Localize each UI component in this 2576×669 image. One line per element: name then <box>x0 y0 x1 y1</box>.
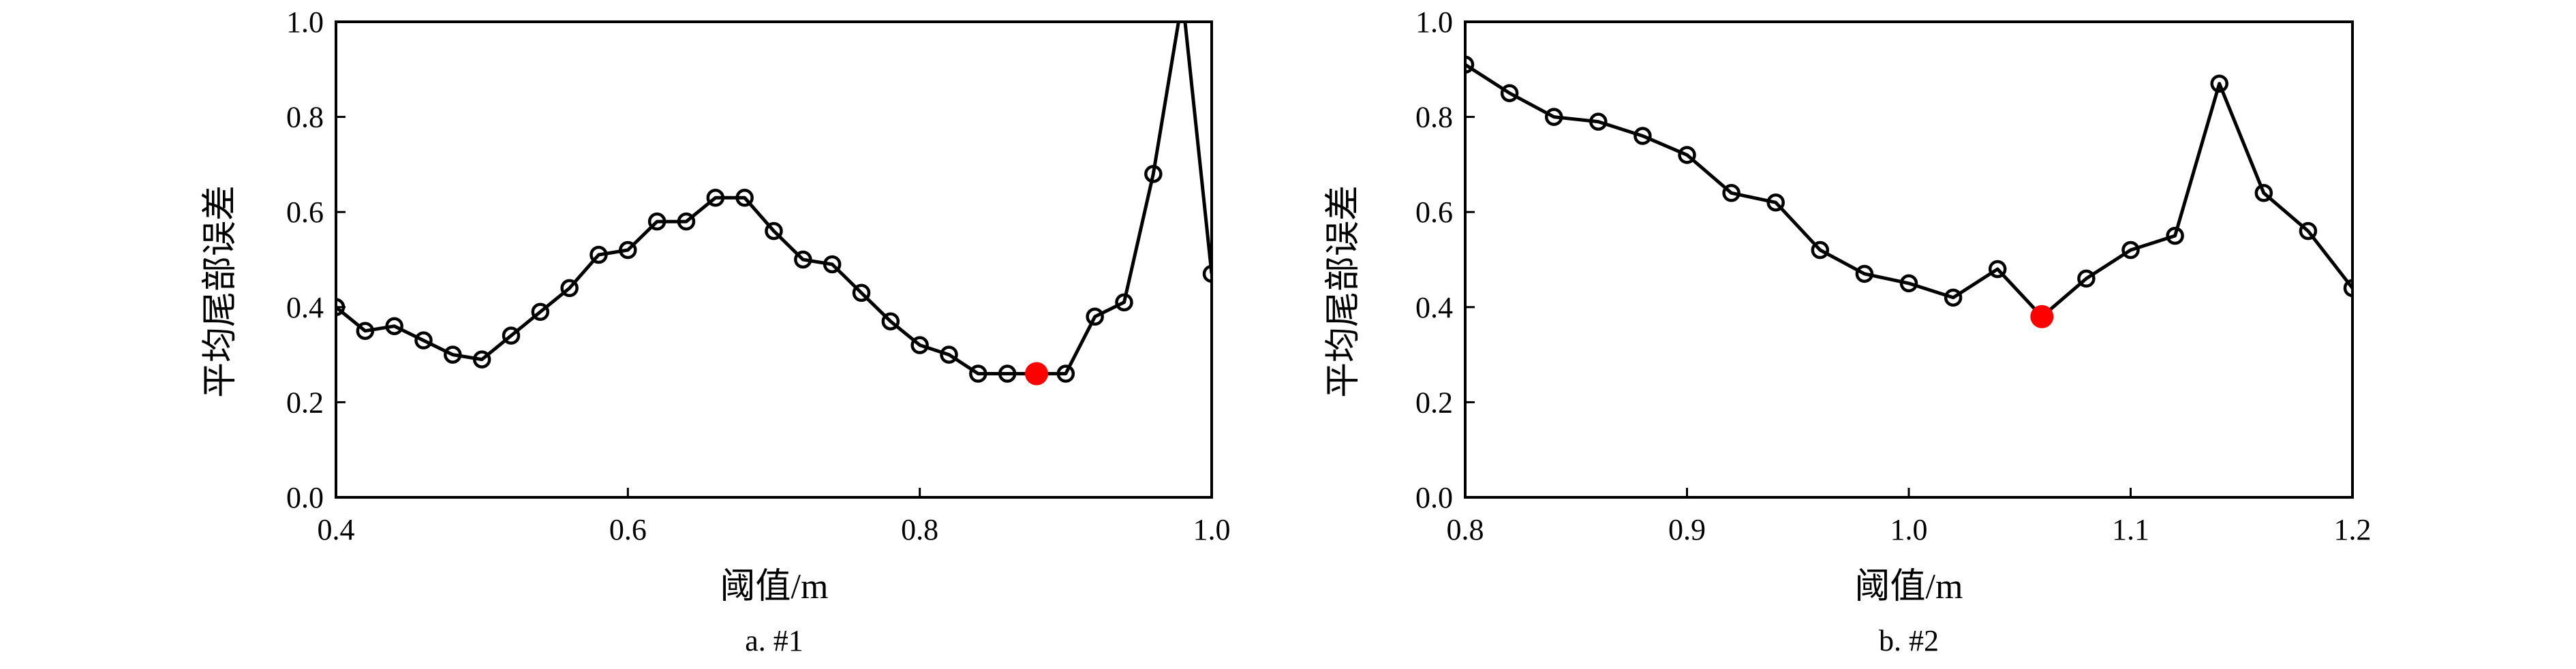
data-point <box>881 312 900 330</box>
data-point <box>1988 260 2007 279</box>
chart-panel-a: 平均尾部误差 阈值/m a. #1 0.4 0.6 0.8 1.0 0.0 0.2 0.4 0… <box>201 0 1231 657</box>
x-tick-label: 0.4 <box>318 513 355 546</box>
y-tick-label: 0.4 <box>1415 291 1453 324</box>
x-tick-label: 1.2 <box>2334 513 2372 546</box>
data-point <box>823 255 842 274</box>
x-tick-label: 0.6 <box>609 513 647 546</box>
data-point <box>1944 288 1963 307</box>
data-point <box>1766 193 1785 212</box>
data-point <box>1544 108 1563 126</box>
data-point <box>385 317 403 335</box>
data-point <box>1202 264 1212 283</box>
data-point <box>2343 279 2352 298</box>
plot-area <box>336 0 1212 383</box>
panel-caption: a. #1 <box>745 624 803 657</box>
data-point <box>1678 146 1696 164</box>
y-tick-label: 0.8 <box>1415 101 1453 134</box>
y-tick-label: 0.4 <box>286 291 324 324</box>
data-point <box>356 322 375 340</box>
data-point <box>502 326 521 345</box>
data-point <box>619 240 637 260</box>
data-point <box>706 189 725 207</box>
highlight-point <box>1025 362 1048 386</box>
data-point <box>794 250 812 269</box>
data-point <box>472 350 491 369</box>
data-point <box>2254 184 2273 202</box>
plot-frame <box>335 20 1213 499</box>
x-axis-label: 阈值/m <box>1855 567 1963 606</box>
data-point <box>1855 264 1874 283</box>
data-point <box>336 298 346 317</box>
plot-frame <box>1464 20 2354 499</box>
series-line <box>336 22 1212 375</box>
data-point <box>2210 74 2228 93</box>
data-point <box>2077 269 2096 288</box>
data-point <box>765 221 783 240</box>
x-tick-label: 0.8 <box>1447 513 1484 546</box>
chart-panel-b: 平均尾部误差 阈值/m b. #2 0.8 0.9 1.0 1.1 1.2 0.0 0.2 0… <box>1324 5 2372 657</box>
data-point <box>735 189 754 207</box>
data-point <box>1144 165 1163 183</box>
data-point <box>1634 127 1652 145</box>
highlight-point <box>2030 305 2054 328</box>
panel-caption: b. #2 <box>1879 624 1939 657</box>
data-point <box>2121 240 2140 260</box>
data-point <box>1465 55 1475 74</box>
data-point <box>414 331 433 349</box>
data-point <box>1115 293 1133 312</box>
data-point <box>1056 364 1075 383</box>
data-point <box>1722 184 1741 202</box>
y-tick-label: 0.8 <box>286 101 324 134</box>
plot-area <box>1465 55 2352 326</box>
series-line <box>1465 63 2352 319</box>
y-tick-label: 0.6 <box>286 196 324 229</box>
data-point <box>560 279 579 298</box>
x-axis-label: 阈值/m <box>720 567 829 606</box>
data-point <box>1086 307 1104 326</box>
data-point <box>1175 0 1190 5</box>
y-tick-label: 1.0 <box>1415 5 1453 39</box>
y-axis-label: 平均尾部误差 <box>1324 185 1363 398</box>
y-tick-label: 0.0 <box>1415 481 1453 514</box>
data-point <box>531 302 550 322</box>
y-axis-label: 平均尾部误差 <box>201 185 240 398</box>
y-tick-label: 1.0 <box>286 5 324 39</box>
data-point <box>940 345 958 364</box>
data-point <box>1589 112 1608 131</box>
data-point <box>910 336 929 354</box>
y-tick-label: 0.2 <box>286 386 324 419</box>
data-point <box>677 212 696 231</box>
data-point <box>998 364 1017 383</box>
y-tick-label: 0.6 <box>1415 196 1453 229</box>
x-tick-label: 1.0 <box>1193 513 1231 546</box>
data-point <box>1899 274 1918 293</box>
x-tick-label: 1.1 <box>2112 513 2149 546</box>
data-point <box>2166 226 2184 245</box>
x-tick-label: 0.8 <box>901 513 938 546</box>
y-tick-label: 0.0 <box>286 481 324 514</box>
data-point <box>852 283 871 302</box>
data-point <box>969 364 987 383</box>
data-point <box>1811 240 1830 260</box>
x-tick-label: 1.0 <box>1890 513 1928 546</box>
data-point <box>647 212 666 231</box>
data-point <box>2299 221 2318 240</box>
x-tick-label: 0.9 <box>1668 513 1706 546</box>
data-point <box>1500 84 1519 102</box>
data-point <box>444 345 462 364</box>
data-point <box>589 245 608 264</box>
y-tick-label: 0.2 <box>1415 386 1453 419</box>
